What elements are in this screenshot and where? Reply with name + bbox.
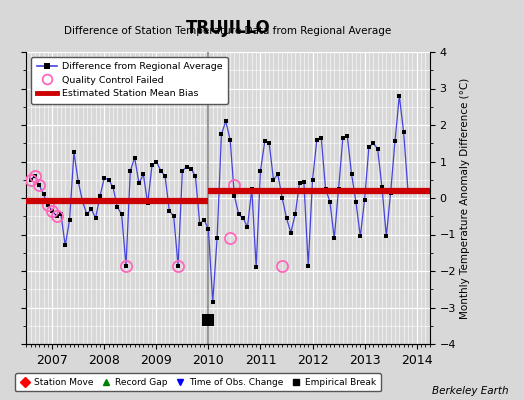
Legend: Station Move, Record Gap, Time of Obs. Change, Empirical Break: Station Move, Record Gap, Time of Obs. C… — [15, 374, 381, 392]
Text: Berkeley Earth: Berkeley Earth — [432, 386, 508, 396]
Title: TRUJILLO: TRUJILLO — [185, 18, 270, 36]
Text: Difference of Station Temperature Data from Regional Average: Difference of Station Temperature Data f… — [64, 26, 391, 36]
Legend: Difference from Regional Average, Quality Control Failed, Estimated Station Mean: Difference from Regional Average, Qualit… — [31, 57, 228, 104]
Y-axis label: Monthly Temperature Anomaly Difference (°C): Monthly Temperature Anomaly Difference (… — [460, 77, 470, 319]
